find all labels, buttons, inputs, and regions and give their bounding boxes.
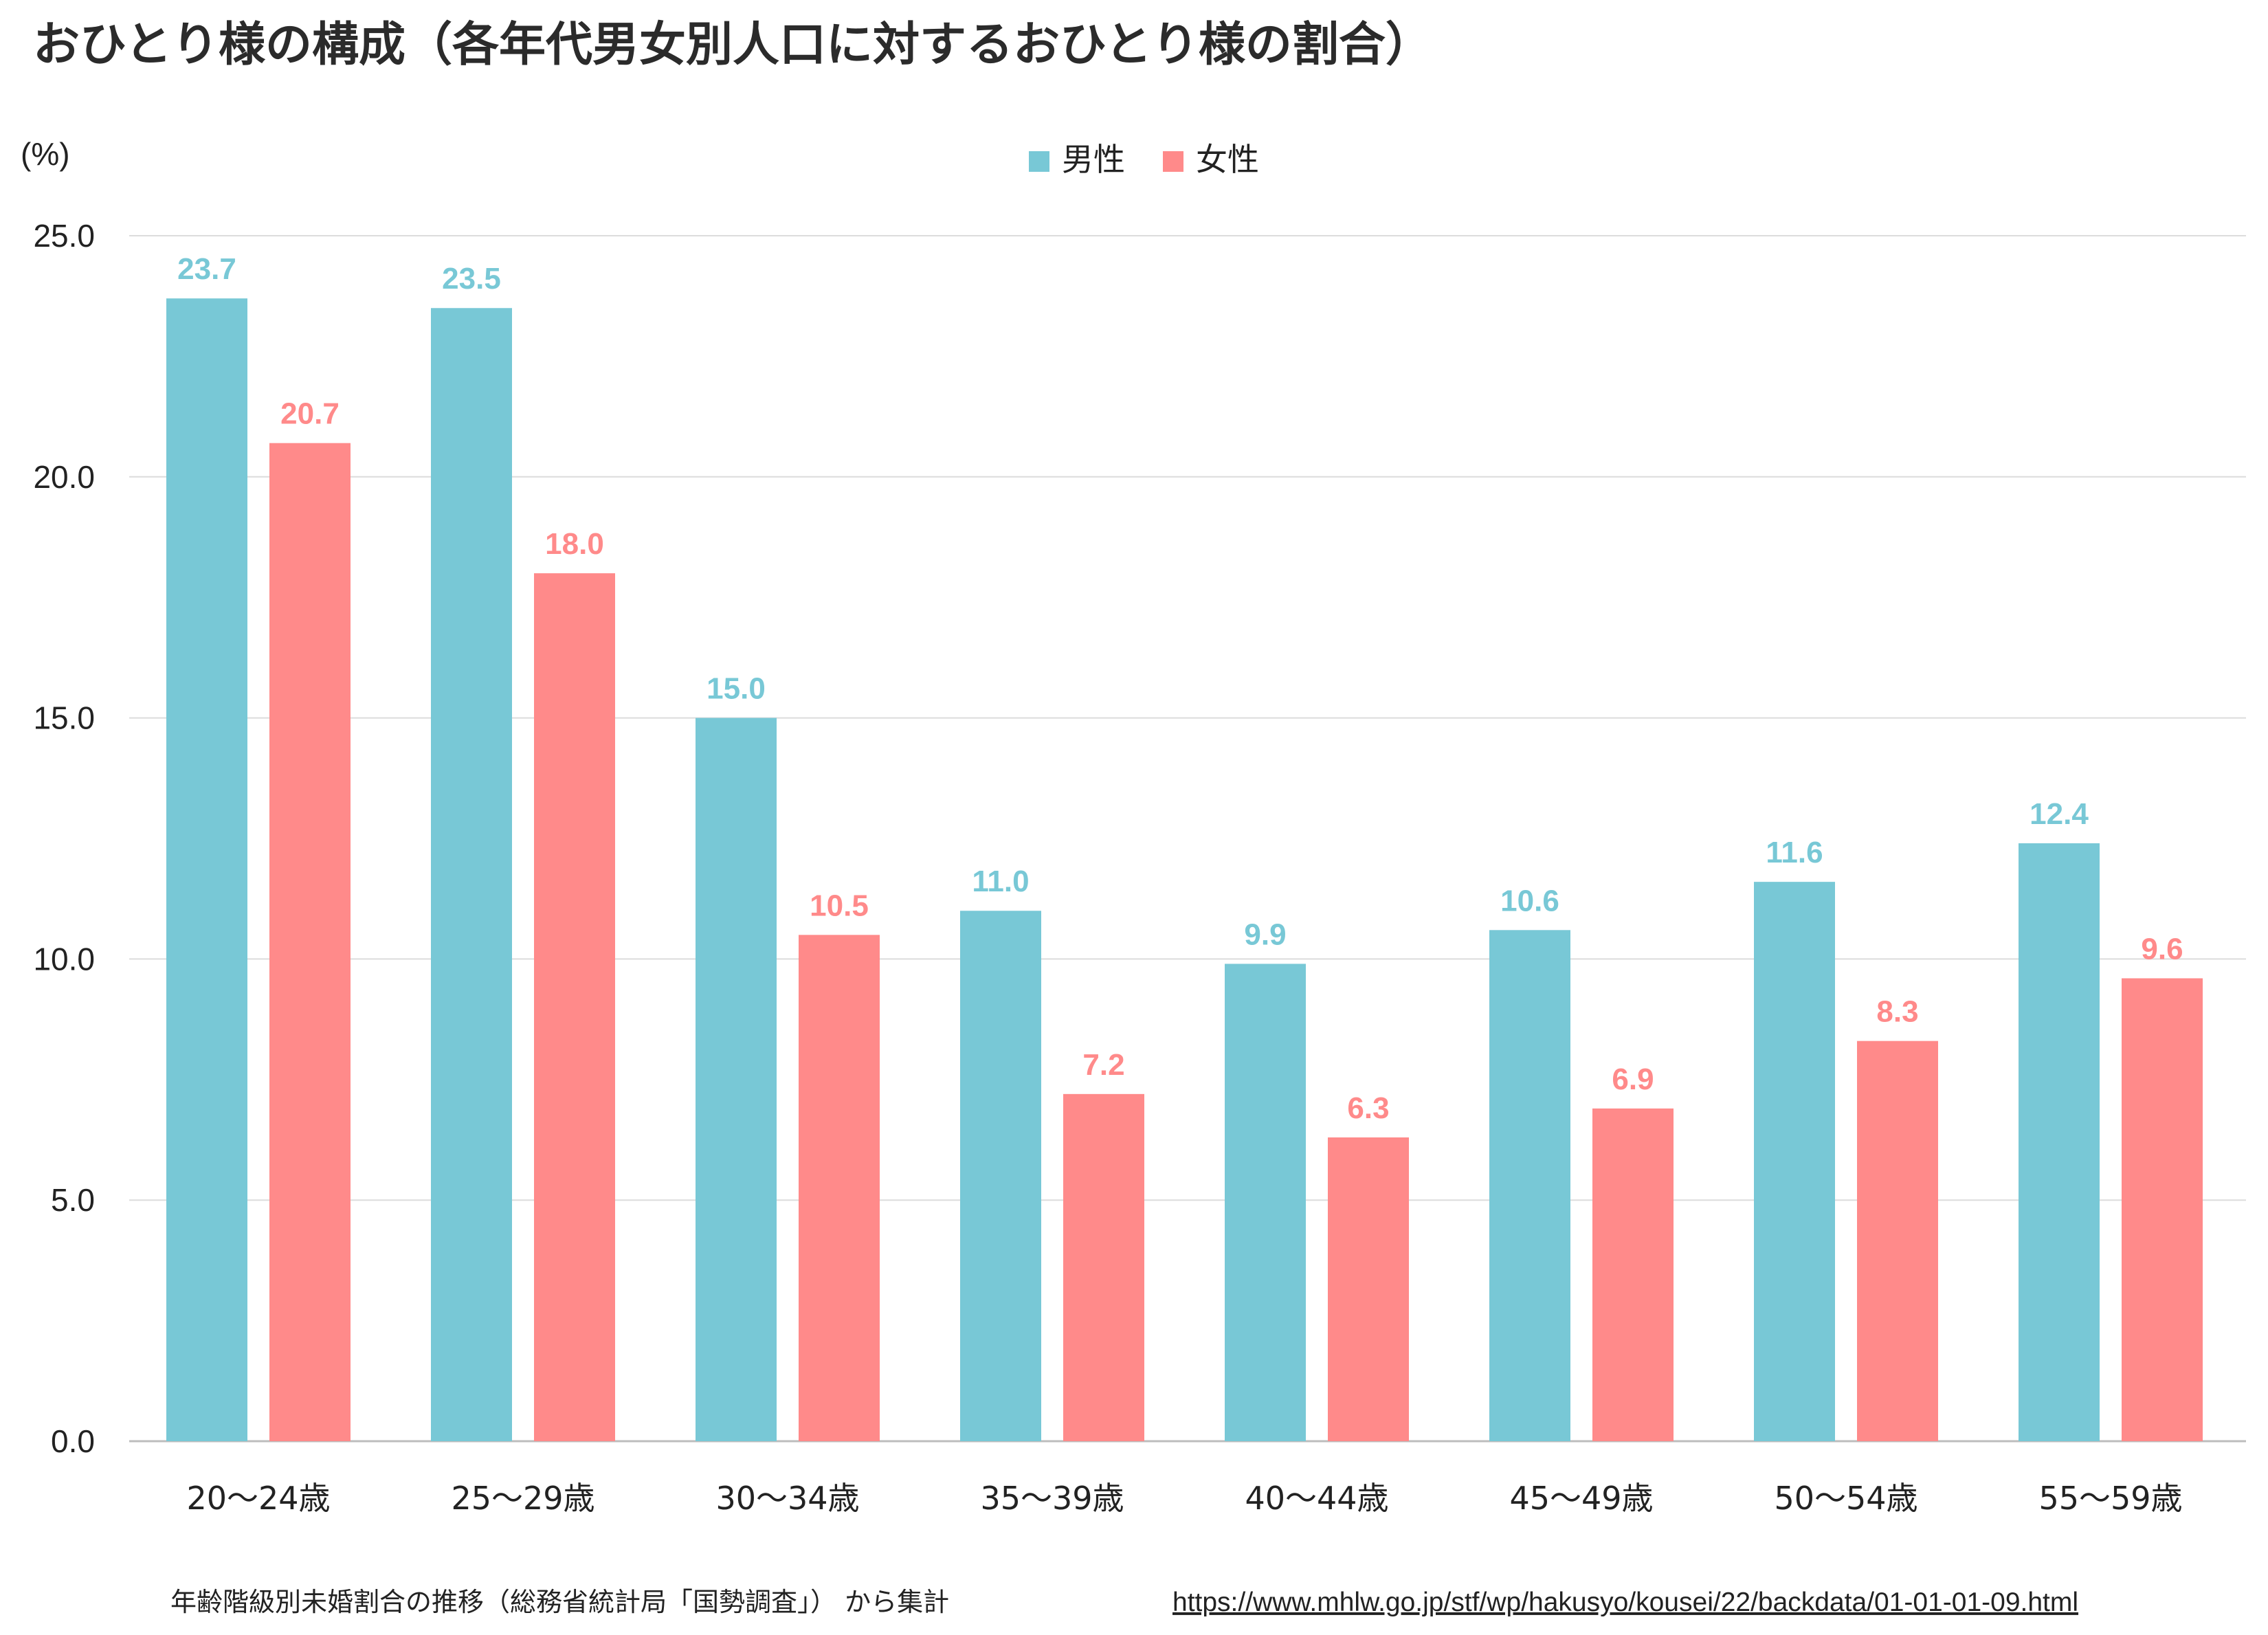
data-label-male: 9.9 (1244, 917, 1286, 951)
data-label-female: 7.2 (1082, 1048, 1124, 1082)
bar-female (534, 573, 615, 1441)
data-labels: 23.7 20.7 23.5 18.0 15.0 10.5 11.0 7.2 9.9 6.3 10.… (177, 252, 2183, 1125)
data-label-male: 15.0 (707, 672, 766, 706)
data-label-female: 6.9 (1612, 1063, 1654, 1096)
data-label-female: 6.3 (1347, 1091, 1389, 1125)
y-tick-label: 25.0 (33, 218, 95, 254)
data-label-male: 12.4 (2030, 797, 2089, 831)
x-category-label: 35～39歳 (980, 1480, 1124, 1517)
bar-female (1328, 1137, 1409, 1441)
legend-swatch-female (1163, 151, 1183, 172)
bar-female (1857, 1041, 1938, 1441)
legend-label-female: 女性 (1196, 141, 1259, 178)
y-tick-label: 0.0 (51, 1423, 95, 1459)
source-note: 年齢階級別未婚割合の推移（総務省統計局「国勢調査」） から集計 (170, 1587, 949, 1617)
bar-male (1225, 964, 1306, 1441)
bar-female (2122, 978, 2203, 1441)
x-axis-categories: 20～24歳 25～29歳 30～34歳 35～39歳 40～44歳 45～49歳 50～5… (186, 1480, 2182, 1517)
bars (166, 298, 2203, 1441)
data-label-male: 11.6 (1766, 836, 1823, 869)
y-tick-label: 5.0 (51, 1182, 95, 1218)
data-label-male: 11.0 (972, 865, 1029, 898)
x-category-label: 55～59歳 (2038, 1480, 2182, 1517)
legend-label-male: 男性 (1062, 141, 1125, 178)
bar-male (2019, 843, 2100, 1441)
source-url-link[interactable]: https://www.mhlw.go.jp/stf/wp/hakusyo/ko… (1172, 1588, 2078, 1617)
y-axis-ticks: 0.0 5.0 10.0 15.0 20.0 25.0 (33, 218, 95, 1459)
data-label-male: 23.5 (442, 262, 501, 296)
legend-swatch-male (1029, 151, 1049, 172)
legend: 男性 女性 (1029, 141, 1259, 178)
data-label-female: 9.6 (2141, 932, 2183, 966)
bar-female (1063, 1093, 1144, 1441)
bar-female (269, 443, 351, 1441)
data-label-female: 18.0 (545, 527, 604, 561)
data-label-female: 8.3 (1876, 995, 1918, 1029)
x-category-label: 20～24歳 (186, 1480, 330, 1517)
bar-male (960, 911, 1041, 1441)
y-tick-label: 10.0 (33, 941, 95, 977)
x-category-label: 30～34歳 (715, 1480, 859, 1517)
y-axis-unit-label: (%) (21, 136, 70, 172)
x-category-label: 45～49歳 (1509, 1480, 1653, 1517)
x-category-label: 50～54歳 (1774, 1480, 1917, 1517)
bar-male (1754, 882, 1835, 1441)
bar-male (166, 298, 247, 1441)
data-label-male: 10.6 (1500, 884, 1559, 917)
y-tick-label: 20.0 (33, 459, 95, 495)
bar-male (696, 718, 777, 1441)
y-tick-label: 15.0 (33, 700, 95, 736)
x-category-label: 25～29歳 (451, 1480, 594, 1517)
chart-title: おひとり様の構成（各年代男女別人口に対するおひとり様の割合） (33, 18, 1432, 72)
bar-female (1592, 1108, 1674, 1441)
bar-male (431, 308, 512, 1441)
x-category-label: 40～44歳 (1245, 1480, 1388, 1517)
data-label-female: 10.5 (810, 889, 869, 922)
data-label-male: 23.7 (177, 252, 236, 286)
bar-male (1489, 930, 1570, 1441)
bar-female (799, 935, 880, 1441)
data-label-female: 20.7 (280, 397, 340, 431)
